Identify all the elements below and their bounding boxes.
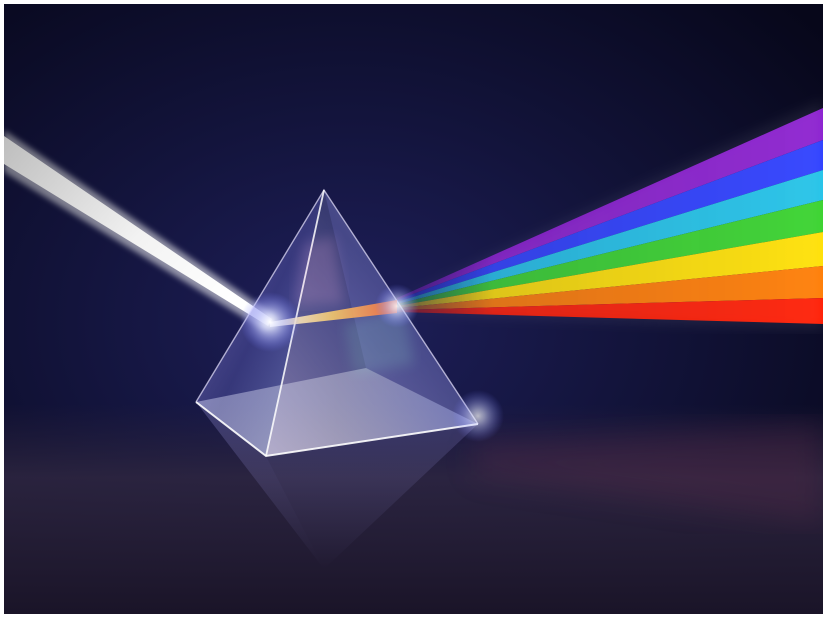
- base-flare: [452, 390, 504, 442]
- spectrum-floor-glow: [474, 424, 823, 524]
- spectrum-soften: [397, 100, 823, 330]
- white-light-beam: [4, 130, 274, 331]
- entry-flare: [240, 292, 300, 352]
- prism-scene: [4, 4, 823, 614]
- exit-flare: [375, 284, 419, 328]
- prism-reflection: [196, 402, 478, 569]
